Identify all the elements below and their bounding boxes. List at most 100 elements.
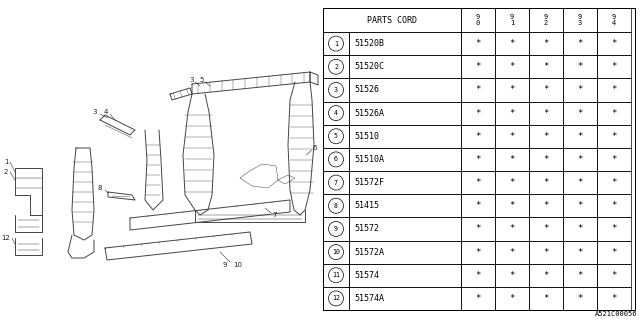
Text: A521C00056: A521C00056 <box>595 311 637 317</box>
Text: *: * <box>543 224 548 233</box>
Text: 51510A: 51510A <box>354 155 384 164</box>
Text: 8: 8 <box>334 203 338 209</box>
Bar <box>323 8 635 310</box>
Bar <box>349 125 461 148</box>
Bar <box>349 78 461 101</box>
Text: *: * <box>476 85 481 94</box>
Bar <box>495 8 529 32</box>
Text: *: * <box>476 248 481 257</box>
Circle shape <box>328 129 344 144</box>
Bar <box>323 8 461 32</box>
Bar <box>529 287 563 310</box>
Bar <box>563 241 597 264</box>
Text: 51572F: 51572F <box>354 178 384 187</box>
Text: *: * <box>611 39 617 48</box>
Bar <box>323 264 349 287</box>
Text: 10: 10 <box>234 262 243 268</box>
Text: *: * <box>509 178 515 187</box>
Text: *: * <box>543 85 548 94</box>
Bar <box>495 171 529 194</box>
Text: 4: 4 <box>334 110 338 116</box>
Bar <box>495 194 529 217</box>
Text: *: * <box>509 294 515 303</box>
Text: *: * <box>577 85 582 94</box>
Bar <box>495 55 529 78</box>
Text: *: * <box>543 39 548 48</box>
Text: *: * <box>543 178 548 187</box>
Bar <box>349 32 461 55</box>
Text: *: * <box>611 155 617 164</box>
Bar <box>349 148 461 171</box>
Circle shape <box>328 291 344 306</box>
Bar <box>563 217 597 241</box>
Text: 51574: 51574 <box>354 271 379 280</box>
Bar <box>529 171 563 194</box>
Bar <box>495 125 529 148</box>
Text: 6: 6 <box>334 156 338 163</box>
Text: 4: 4 <box>104 109 108 115</box>
Text: 1: 1 <box>334 41 338 47</box>
Text: 51526: 51526 <box>354 85 379 94</box>
Bar <box>349 194 461 217</box>
Circle shape <box>328 268 344 283</box>
Text: PARTS CORD: PARTS CORD <box>367 15 417 25</box>
Bar <box>349 217 461 241</box>
Bar <box>461 101 495 125</box>
Bar <box>529 264 563 287</box>
Text: 3: 3 <box>93 109 97 115</box>
Bar <box>597 32 631 55</box>
Bar <box>529 101 563 125</box>
Text: 1: 1 <box>4 159 8 165</box>
Bar <box>563 101 597 125</box>
Bar <box>529 125 563 148</box>
Text: 10: 10 <box>332 249 340 255</box>
Circle shape <box>328 59 344 74</box>
Bar <box>461 241 495 264</box>
Circle shape <box>328 175 344 190</box>
Bar <box>461 148 495 171</box>
Text: *: * <box>509 155 515 164</box>
Text: *: * <box>611 108 617 117</box>
Bar <box>461 194 495 217</box>
Text: *: * <box>509 201 515 210</box>
Text: 9: 9 <box>223 262 227 268</box>
Text: 9
3: 9 3 <box>578 14 582 26</box>
Bar <box>529 241 563 264</box>
Text: *: * <box>476 294 481 303</box>
Bar <box>529 78 563 101</box>
Text: 51510: 51510 <box>354 132 379 141</box>
Text: 9
2: 9 2 <box>544 14 548 26</box>
Bar <box>461 125 495 148</box>
Bar <box>529 148 563 171</box>
Bar <box>529 32 563 55</box>
Bar <box>563 78 597 101</box>
Text: *: * <box>577 178 582 187</box>
Bar <box>349 264 461 287</box>
Text: 51520C: 51520C <box>354 62 384 71</box>
Text: 2: 2 <box>4 169 8 175</box>
Bar <box>349 101 461 125</box>
Text: *: * <box>509 224 515 233</box>
Bar <box>323 78 349 101</box>
Bar <box>529 194 563 217</box>
Text: *: * <box>509 132 515 141</box>
Bar <box>563 194 597 217</box>
Text: *: * <box>611 178 617 187</box>
Circle shape <box>328 152 344 167</box>
Bar <box>495 148 529 171</box>
Bar <box>323 125 349 148</box>
Bar <box>461 287 495 310</box>
Bar <box>349 287 461 310</box>
Text: *: * <box>543 271 548 280</box>
Circle shape <box>328 106 344 121</box>
Bar <box>495 287 529 310</box>
Text: 8: 8 <box>98 185 102 191</box>
Bar <box>323 101 349 125</box>
Text: *: * <box>543 248 548 257</box>
Text: *: * <box>577 224 582 233</box>
Text: *: * <box>577 108 582 117</box>
Text: *: * <box>476 201 481 210</box>
Bar <box>597 287 631 310</box>
Text: 51572A: 51572A <box>354 248 384 257</box>
Text: 12: 12 <box>1 235 10 241</box>
